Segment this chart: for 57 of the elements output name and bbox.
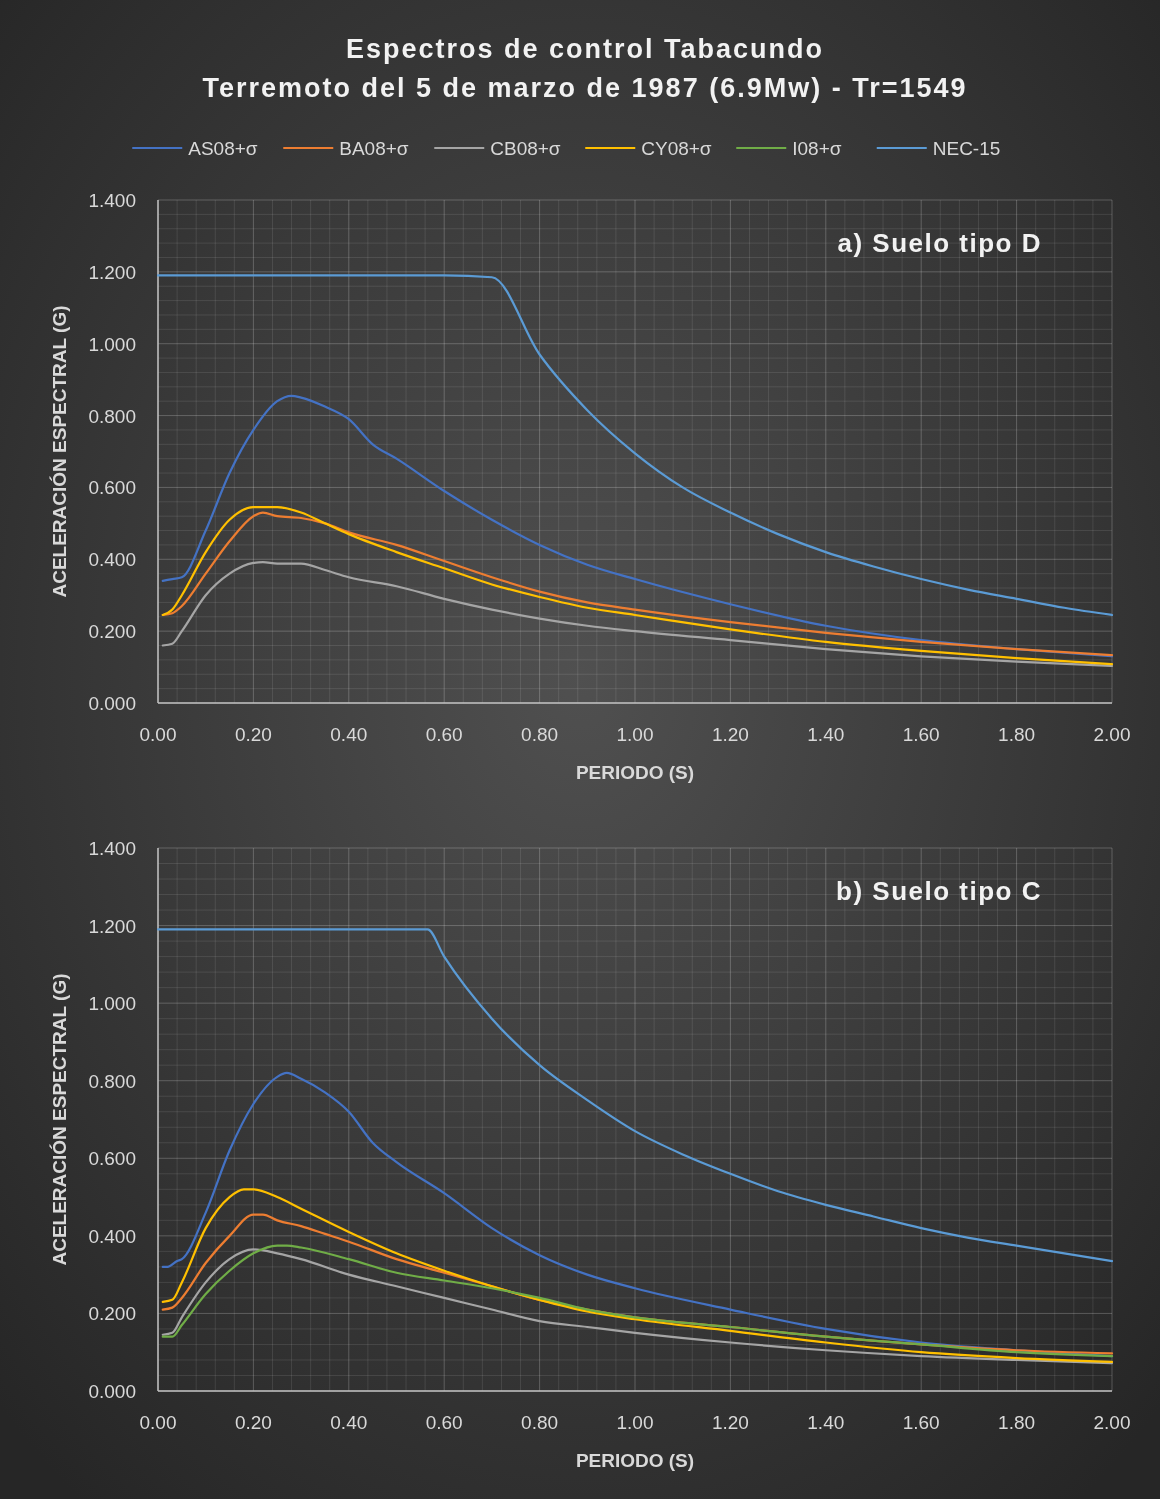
x-tick-label: 0.00	[139, 1412, 177, 1433]
x-tick-label: 1.60	[902, 1412, 940, 1433]
annotation: a) Suelo tipo D	[837, 228, 1042, 258]
legend-label: AS08+σ	[188, 138, 258, 159]
y-tick-label: 0.800	[88, 405, 136, 427]
x-tick-label: 1.00	[616, 1412, 654, 1433]
x-tick-label: 1.20	[711, 724, 749, 745]
x-axis-title: PERIODO (S)	[575, 762, 695, 783]
legend-label: CY08+σ	[641, 138, 712, 159]
line-series	[161, 394, 1114, 658]
y-tick-label: 0.400	[88, 1225, 136, 1247]
y-tick-label: 0.200	[88, 1303, 136, 1325]
legend-label: CB08+σ	[490, 138, 561, 159]
y-axis-title: ACELERACIÓN ESPECTRAL (G)	[49, 305, 70, 598]
x-tick-label: 0.60	[425, 1412, 463, 1433]
x-tick-label: 1.40	[807, 1412, 845, 1433]
y-axis-title: ACELERACIÓN ESPECTRAL (G)	[49, 973, 70, 1266]
x-tick-label: 1.00	[616, 724, 654, 745]
y-tick-label: 1.200	[88, 261, 136, 283]
x-tick-label: 0.20	[234, 724, 272, 745]
y-tick-label: 0.200	[88, 621, 136, 643]
line-series	[161, 1188, 1114, 1364]
line-series	[156, 274, 1114, 617]
annotation: b) Suelo tipo C	[836, 876, 1042, 906]
line-series	[161, 561, 1114, 668]
y-tick-label: 0.600	[88, 477, 136, 499]
legend-label: BA08+σ	[339, 138, 409, 159]
y-tick-label: 1.200	[88, 915, 136, 937]
y-tick-label: 0.800	[88, 1070, 136, 1092]
y-tick-label: 1.000	[88, 333, 136, 355]
y-tick-label: 1.000	[88, 993, 136, 1015]
x-tick-label: 0.40	[330, 724, 368, 745]
y-tick-label: 0.400	[88, 549, 136, 571]
x-tick-label: 1.20	[711, 1412, 749, 1433]
y-tick-label: 1.400	[88, 190, 136, 211]
legend-label: NEC-15	[932, 138, 1001, 159]
y-tick-label: 0.000	[88, 693, 136, 714]
x-tick-label: 2.00	[1093, 1412, 1131, 1433]
line-series	[156, 928, 1114, 1263]
x-tick-label: 0.80	[521, 724, 559, 745]
x-tick-label: 0.40	[330, 1412, 368, 1433]
x-tick-label: 0.00	[139, 724, 177, 745]
chart-subtitle: Terremoto del 5 de marzo de 1987 (6.9Mw) - Tr=1549	[202, 73, 968, 103]
x-tick-label: 1.80	[998, 724, 1036, 745]
x-tick-label: 0.20	[234, 1412, 272, 1433]
x-tick-label: 2.00	[1093, 724, 1131, 745]
legend-label: I08+σ	[792, 138, 842, 159]
x-tick-label: 0.80	[521, 1412, 559, 1433]
x-tick-label: 1.40	[807, 724, 845, 745]
y-tick-label: 0.600	[88, 1148, 136, 1170]
x-tick-label: 1.80	[998, 1412, 1036, 1433]
x-tick-label: 0.60	[425, 724, 463, 745]
chart-title: Espectros de control Tabacundo	[345, 34, 825, 64]
y-tick-label: 0.000	[88, 1381, 136, 1402]
x-tick-label: 1.60	[902, 724, 940, 745]
x-axis-title: PERIODO (S)	[575, 1450, 695, 1471]
y-tick-label: 1.400	[88, 838, 136, 859]
